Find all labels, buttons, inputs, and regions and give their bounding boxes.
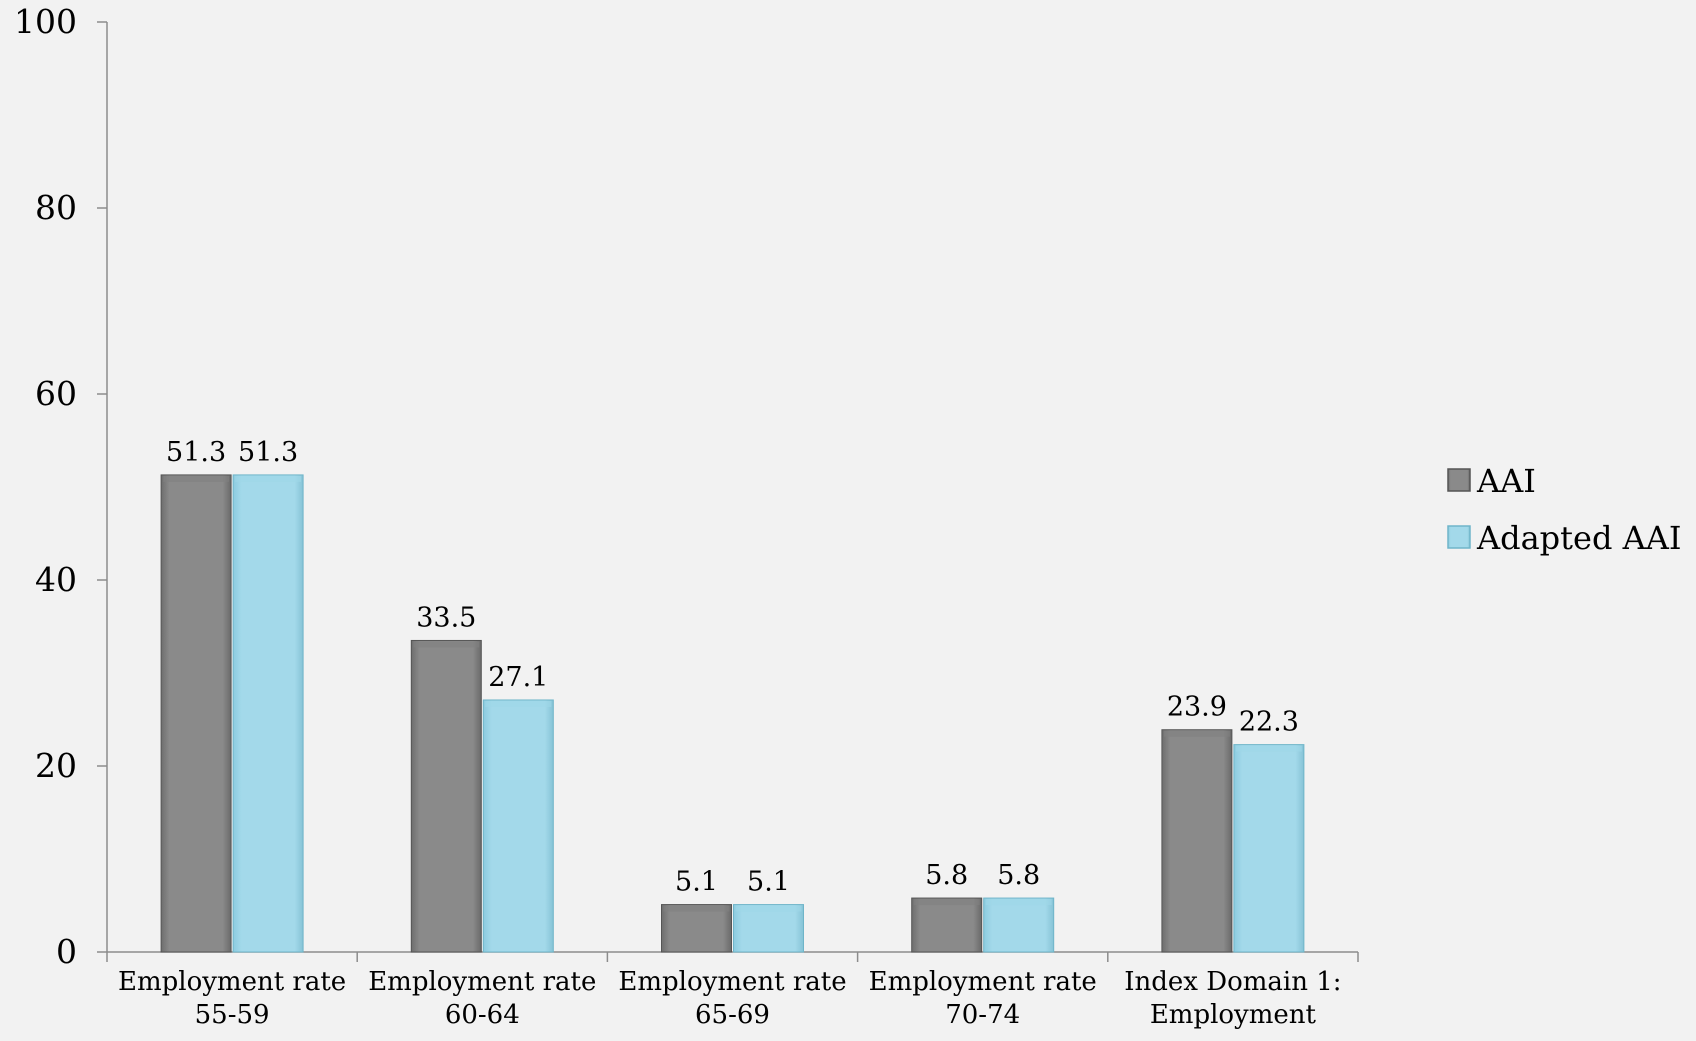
legend-label: AAI: [1476, 462, 1536, 500]
bar-bevel: [413, 641, 480, 648]
legend-swatch: [1447, 468, 1471, 492]
data-label: 23.9: [1167, 692, 1227, 723]
bar-bevel: [663, 905, 730, 912]
data-label: 5.8: [997, 860, 1040, 891]
x-category-label: Employment rate: [869, 967, 1097, 997]
data-label: 22.3: [1239, 707, 1299, 738]
data-label: 51.3: [166, 437, 226, 468]
bar-bevel: [485, 700, 552, 707]
x-category-label: Index Domain 1:: [1124, 967, 1341, 997]
legend-label: Adapted AAI: [1476, 519, 1681, 557]
data-label: 5.1: [675, 867, 718, 898]
bar-aai: [661, 904, 732, 953]
x-category-label: 70-74: [945, 1000, 1020, 1030]
legend-swatch: [1447, 525, 1471, 549]
bar-adapted-aai: [733, 904, 804, 953]
bar-bevel: [913, 899, 980, 906]
legend: AAI Adapted AAI: [1447, 462, 1681, 557]
bar-aai: [911, 897, 983, 953]
bar-aai: [1161, 729, 1233, 953]
data-label: 51.3: [238, 437, 298, 468]
bar-bevel: [735, 905, 802, 912]
x-category-label: Employment rate: [368, 967, 596, 997]
y-tick-label: 20: [35, 746, 77, 785]
bar-aai: [410, 639, 482, 953]
data-label: 5.8: [925, 860, 968, 891]
data-label: 27.1: [488, 662, 548, 693]
data-label: 33.5: [416, 602, 476, 633]
data-label: 5.1: [747, 867, 790, 898]
bar-adapted-aai: [983, 897, 1055, 953]
bar-aai: [160, 474, 232, 953]
bar-bevel: [163, 475, 230, 482]
x-category-label: Employment rate: [618, 967, 846, 997]
bar-adapted-aai: [232, 474, 304, 953]
y-tick-label: 60: [35, 374, 77, 413]
y-tick-label: 100: [14, 2, 77, 41]
x-category-label: Employment rate: [118, 967, 346, 997]
bar-adapted-aai: [482, 699, 554, 953]
bar-bevel: [1163, 730, 1230, 737]
x-category-label: Employment: [1150, 1000, 1317, 1030]
y-tick-label: 0: [56, 932, 77, 971]
x-category-label: 65-69: [695, 1000, 770, 1030]
x-category-label: 60-64: [445, 1000, 520, 1030]
axes: 0 20 40 60 80 100: [14, 2, 1359, 971]
x-category-label: 55-59: [195, 1000, 270, 1030]
bar-adapted-aai: [1233, 744, 1305, 953]
y-tick-label: 80: [35, 188, 77, 227]
y-tick-label: 40: [35, 560, 77, 599]
bars: [160, 474, 1305, 953]
bar-bevel: [235, 475, 302, 482]
bar-bevel: [985, 899, 1052, 906]
bar-bevel: [1235, 745, 1302, 752]
